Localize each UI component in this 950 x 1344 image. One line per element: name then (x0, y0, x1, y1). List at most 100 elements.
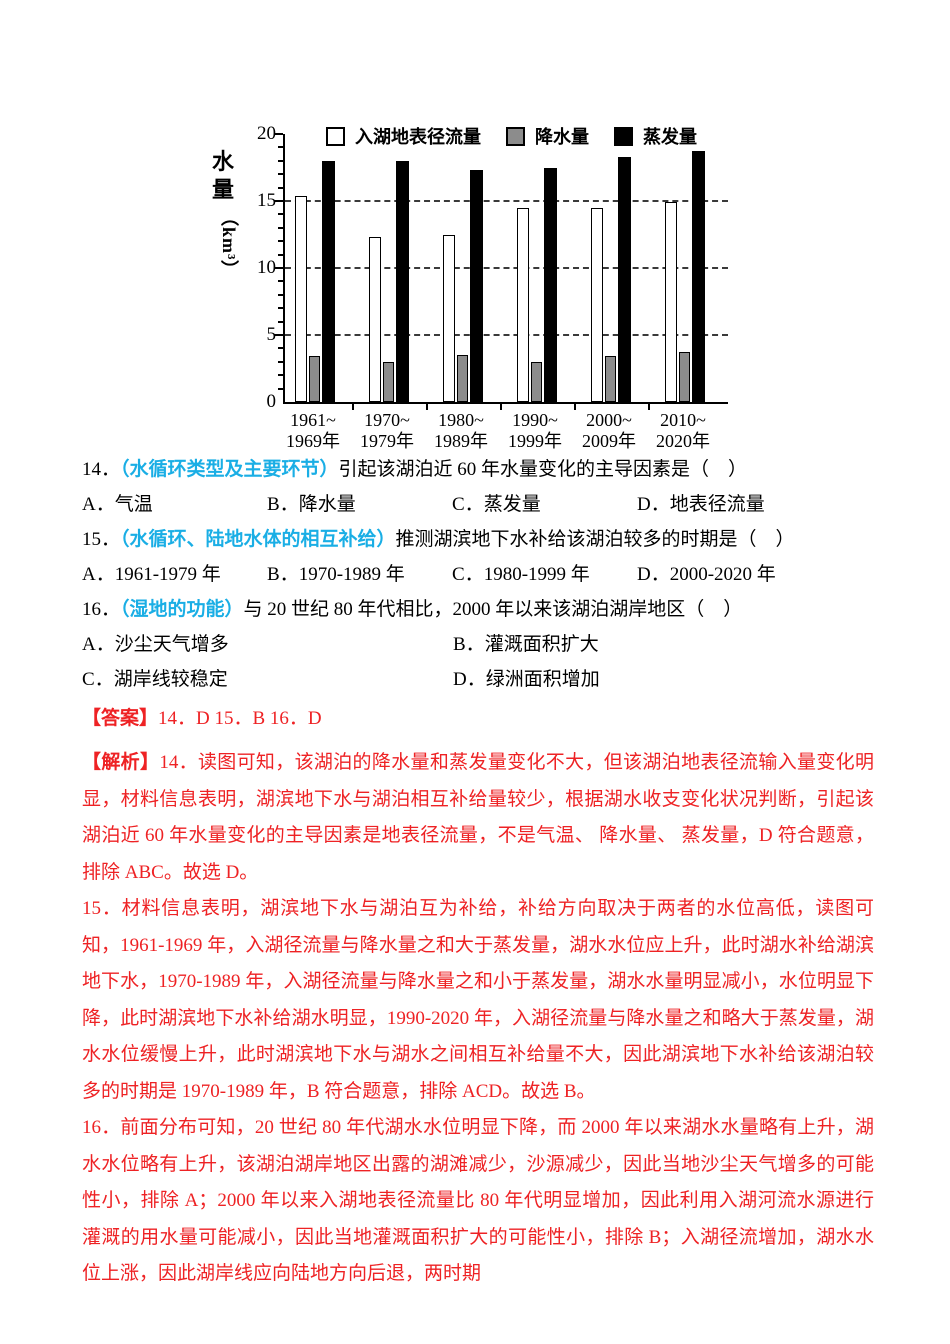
bar-降水量-3 (457, 355, 468, 402)
bar-降水量-6 (679, 352, 690, 402)
question-stem: 引起该湖泊近 60 年水量变化的主导因素是（ ） (338, 459, 748, 480)
x-tick-label-6: 2010~ 2020年 (656, 410, 710, 451)
y-tick-label: 5 (266, 324, 277, 345)
question-15: 15．（水循环、陆地水体的相互补给）推测湖滨地下水补给该湖泊较多的时期是（ ） (82, 522, 874, 557)
y-axis-tick (274, 267, 283, 269)
legend-swatch (506, 126, 525, 146)
bar-蒸发量-5 (618, 156, 631, 402)
lake-water-balance-chart: 水量 （km³） 0 5 10 15 20 入湖地表径流量 降水量 蒸发量 1961~ 196… (210, 112, 770, 462)
question-stem: 与 20 世纪 80 年代相比，2000 年以来该湖泊湖岸地区（ ） (243, 599, 743, 620)
option-15-b: B．1970-1989 年 (267, 564, 405, 585)
legend-label: 入湖地表径流量 (355, 127, 481, 147)
question-tag: （水循环、陆地水体的相互补给） (120, 529, 396, 550)
x-axis-tick (426, 404, 428, 410)
bar-入湖地表径流量-1 (295, 195, 307, 402)
y-axis-tick (278, 173, 283, 176)
x-axis-tick (574, 404, 576, 410)
bar-入湖地表径流量-4 (517, 207, 529, 402)
analysis-paragraph-15: 15．材料信息表明，湖滨地下水与湖泊互为补给，补给方向取决于两者的水位高低，读图… (82, 898, 874, 1102)
gridline-15 (285, 200, 728, 202)
y-tick-label: 10 (257, 257, 276, 278)
y-axis-unit: （km³） (219, 208, 239, 280)
y-axis-tick (278, 146, 283, 149)
x-axis-tick-labels: 1961~ 1969年 1970~ 1979年 1980~ 1989年 1990~ 1999年… (283, 410, 726, 456)
answer-line: 【答案】14．D 15．B 16．D (82, 701, 874, 736)
bar-入湖地表径流量-2 (369, 237, 381, 402)
y-axis-tick (278, 293, 283, 296)
option-16-c: C．湖岸线较稳定 (82, 669, 228, 690)
question-16: 16．（湿地的功能）与 20 世纪 80 年代相比，2000 年以来该湖泊湖岸地… (82, 592, 874, 627)
y-axis-title-text: 水量 (212, 149, 235, 202)
x-axis-tick (352, 404, 354, 410)
bar-蒸发量-2 (396, 160, 409, 402)
answer-prefix: 【答案】 (82, 708, 159, 729)
x-tick-label-1: 1961~ 1969年 (286, 410, 340, 451)
x-axis-tick (500, 404, 502, 410)
question-16-options-row1: A．沙尘天气增多 B．灌溉面积扩大 (82, 627, 874, 662)
question-stem: 推测湖滨地下水补给该湖泊较多的时期是（ ） (395, 529, 795, 550)
y-axis-tick (274, 334, 283, 336)
y-axis-tick (278, 213, 283, 216)
y-axis-tick (278, 226, 283, 229)
y-axis-tick (278, 253, 283, 256)
x-tick-label-4: 1990~ 1999年 (508, 410, 562, 451)
chart-plot-area (274, 133, 728, 410)
questions-section: 14．（水循环类型及主要环节）引起该湖泊近 60 年水量变化的主导因素是（ ） … (82, 452, 874, 1293)
gridline-5 (285, 334, 728, 336)
y-axis-tick (274, 200, 283, 202)
bar-蒸发量-4 (544, 167, 557, 402)
y-axis-tick (274, 133, 283, 135)
chart-y-axis-title: 水量 （km³） (212, 148, 246, 279)
x-tick-label-2: 1970~ 1979年 (360, 410, 414, 451)
y-axis-tick (278, 374, 283, 377)
option-16-b: B．灌溉面积扩大 (453, 634, 599, 655)
question-14-options: A．气温 B．降水量 C．蒸发量 D．地表径流量 (82, 487, 874, 522)
question-number: 16． (82, 599, 121, 620)
y-tick-label: 15 (257, 190, 276, 211)
gridline-10 (285, 267, 728, 269)
bar-蒸发量-1 (322, 160, 335, 402)
y-axis-tick (278, 240, 283, 243)
question-tag: （湿地的功能） (120, 599, 244, 620)
analysis-paragraph-16: 16．前面分布可知，20 世纪 80 年代湖水水位明显下降，而 2000 年以来… (82, 1117, 874, 1284)
bar-入湖地表径流量-6 (665, 202, 677, 402)
x-tick-label-5: 2000~ 2009年 (582, 410, 636, 451)
bar-入湖地表径流量-5 (591, 207, 603, 402)
y-axis-tick-labels: 0 5 10 15 20 (236, 112, 276, 462)
option-15-a: A．1961-1979 年 (82, 564, 221, 585)
x-axis-tick (648, 404, 650, 410)
bar-入湖地表径流量-3 (443, 234, 455, 402)
bar-降水量-4 (531, 361, 542, 402)
y-axis-tick (278, 186, 283, 189)
option-14-b: B．降水量 (267, 494, 356, 515)
y-axis-tick (278, 307, 283, 310)
y-tick-label: 0 (266, 391, 277, 412)
bar-降水量-2 (383, 361, 394, 402)
question-number: 15． (82, 529, 121, 550)
legend-item: 蒸发量 (614, 123, 697, 149)
y-axis-tick (278, 280, 283, 283)
question-16-options-row2: C．湖岸线较稳定 D．绿洲面积增加 (82, 662, 874, 697)
y-axis-tick (278, 347, 283, 350)
option-15-c: C．1980-1999 年 (452, 564, 590, 585)
analysis-prefix: 【解析】 (82, 752, 160, 773)
analysis-section: 【解析】14．读图可知，该湖泊的降水量和蒸发量变化不大，但该湖泊地表径流输入量变… (82, 745, 874, 1293)
question-tag: （水循环类型及主要环节） (120, 459, 339, 480)
bar-降水量-1 (309, 356, 320, 402)
bar-降水量-5 (605, 356, 616, 402)
legend-label: 蒸发量 (643, 127, 697, 147)
chart-legend: 入湖地表径流量 降水量 蒸发量 (326, 123, 697, 149)
y-axis-tick (278, 387, 283, 390)
question-15-options: A．1961-1979 年 B．1970-1989 年 C．1980-1999 … (82, 557, 874, 592)
option-15-d: D．2000-2020 年 (637, 564, 776, 585)
legend-swatch (614, 126, 633, 146)
x-tick-label-3: 1980~ 1989年 (434, 410, 488, 451)
legend-item: 入湖地表径流量 (326, 123, 481, 149)
option-14-c: C．蒸发量 (452, 494, 541, 515)
legend-swatch (326, 126, 345, 146)
option-16-a: A．沙尘天气增多 (82, 634, 229, 655)
y-axis-tick (278, 360, 283, 363)
option-16-d: D．绿洲面积增加 (453, 669, 600, 690)
option-14-a: A．气温 (82, 494, 153, 515)
